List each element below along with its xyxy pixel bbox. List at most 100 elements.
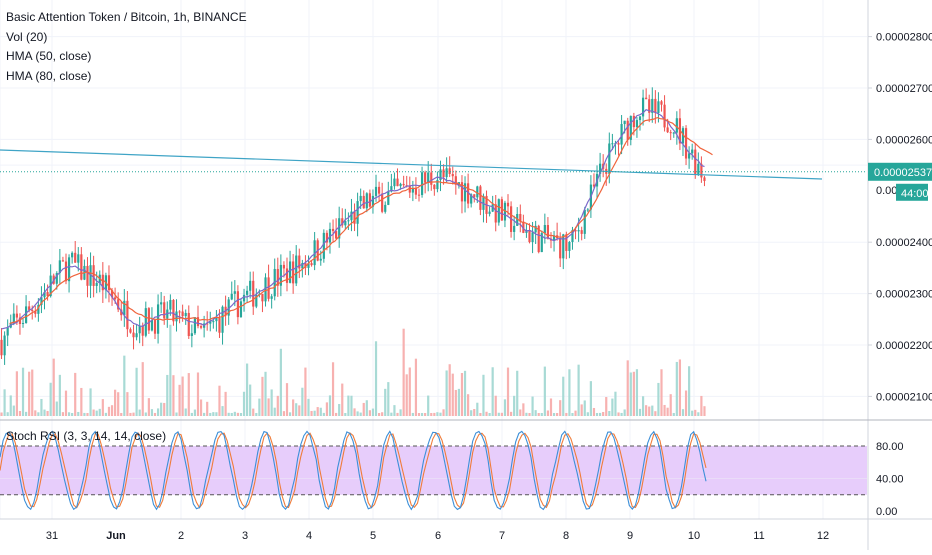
candle-body (181, 311, 184, 317)
candle-body (562, 234, 565, 259)
volume-bar (660, 369, 663, 416)
volume-bar (28, 371, 31, 416)
volume-bar (181, 376, 184, 416)
candle-body (362, 195, 365, 209)
candle-body (184, 312, 187, 317)
candle-body (414, 187, 418, 195)
volume-bar (614, 391, 617, 416)
candle-body (399, 183, 402, 187)
volume-bar (525, 412, 528, 416)
volume-bar (485, 411, 488, 416)
candle-body (295, 255, 298, 284)
indicator-lines (0, 109, 867, 330)
volume-bar (328, 395, 332, 416)
axis-labels: 0.00002800 0.00002700 0.00002600 0.00002400… (46, 32, 932, 542)
legend-symbol[interactable]: Basic Attention Token / Bitcoin, 1h, BIN… (6, 10, 247, 24)
legend-hma50[interactable]: HMA (50, close) (6, 49, 92, 63)
candle-body (304, 263, 307, 268)
candle-body (114, 297, 117, 300)
volume-bar (331, 362, 335, 416)
volume-bar (506, 367, 510, 416)
candle-body (3, 335, 6, 356)
volume-bar (160, 402, 163, 416)
candle-body (92, 265, 95, 286)
volume-bar (396, 412, 399, 416)
volume-bar (43, 409, 46, 416)
candle-body (396, 178, 399, 187)
volume-bar (623, 409, 626, 416)
volume-bar (184, 408, 187, 416)
candle-body (80, 254, 83, 280)
candle-body (497, 199, 500, 223)
candle-body (620, 124, 623, 145)
candle-body (74, 252, 77, 263)
time-tick-label: 4 (306, 530, 312, 542)
volume-bar (700, 395, 703, 416)
volume-bar (249, 384, 252, 416)
volume-bar (402, 328, 405, 416)
candle-body (37, 304, 40, 314)
candle-body (559, 238, 562, 259)
volume-bar (356, 411, 359, 416)
volume-bar (6, 412, 9, 416)
candle-body (267, 277, 270, 299)
volume-bar (64, 390, 68, 416)
candle-body (546, 225, 550, 239)
volume-bar (374, 341, 378, 416)
candle-body (669, 132, 672, 134)
candle-body (513, 225, 516, 232)
volume-bar (95, 410, 98, 416)
volume-bar (457, 388, 460, 416)
volume-bar (172, 375, 175, 416)
candle-body (611, 143, 614, 145)
price-tick-label: 0.00002200 (876, 340, 932, 352)
volume-bar (694, 409, 697, 416)
volume-bar (129, 412, 132, 416)
volume-bar (445, 370, 448, 416)
volume-bar (67, 412, 71, 416)
candle-body (420, 172, 424, 195)
volume-bar (344, 412, 347, 416)
volume-bar (549, 398, 553, 416)
candle-body (279, 264, 282, 286)
stoch-rsi-label[interactable]: Stoch RSI (3, 3, 14, 14, close) (6, 429, 167, 443)
volume-bar (552, 412, 556, 416)
volume-bar (405, 374, 408, 416)
volume-bar (83, 412, 86, 416)
volume-bar (697, 412, 700, 416)
volume-bar (141, 362, 144, 416)
candle-body (341, 218, 344, 226)
volume-bar (292, 399, 295, 416)
candle-body (641, 97, 645, 117)
volume-bar (672, 412, 675, 416)
candle-body (580, 230, 583, 234)
volume-bar (583, 400, 586, 416)
time-tick-label: 6 (435, 530, 441, 542)
price-tick-label: 0.00002300 (876, 289, 932, 301)
volume-bar (215, 412, 218, 416)
volume-bar (135, 367, 138, 416)
volume-bar (562, 376, 565, 416)
candle-body (473, 194, 476, 198)
volume-bar (494, 395, 497, 416)
volume-bar (298, 405, 301, 416)
candle-body (12, 313, 15, 324)
candle-body (138, 325, 141, 334)
volume-bars (0, 324, 706, 416)
volume-bar (147, 398, 150, 416)
volume-bar (338, 404, 341, 416)
volume-bar (178, 384, 181, 416)
time-tick-label: 3 (242, 530, 248, 542)
legend-volume[interactable]: Vol (20) (6, 29, 48, 44)
candle-body (344, 221, 347, 226)
volume-bar (399, 409, 402, 416)
candle-body (120, 309, 123, 316)
legend-hma80[interactable]: HMA (80, close) (6, 68, 92, 83)
volume-bar (132, 412, 135, 416)
candle-body (246, 290, 249, 295)
candle-body (135, 333, 138, 338)
volume-bar (463, 370, 467, 416)
candle-body (215, 318, 218, 322)
candle-body (110, 290, 114, 298)
